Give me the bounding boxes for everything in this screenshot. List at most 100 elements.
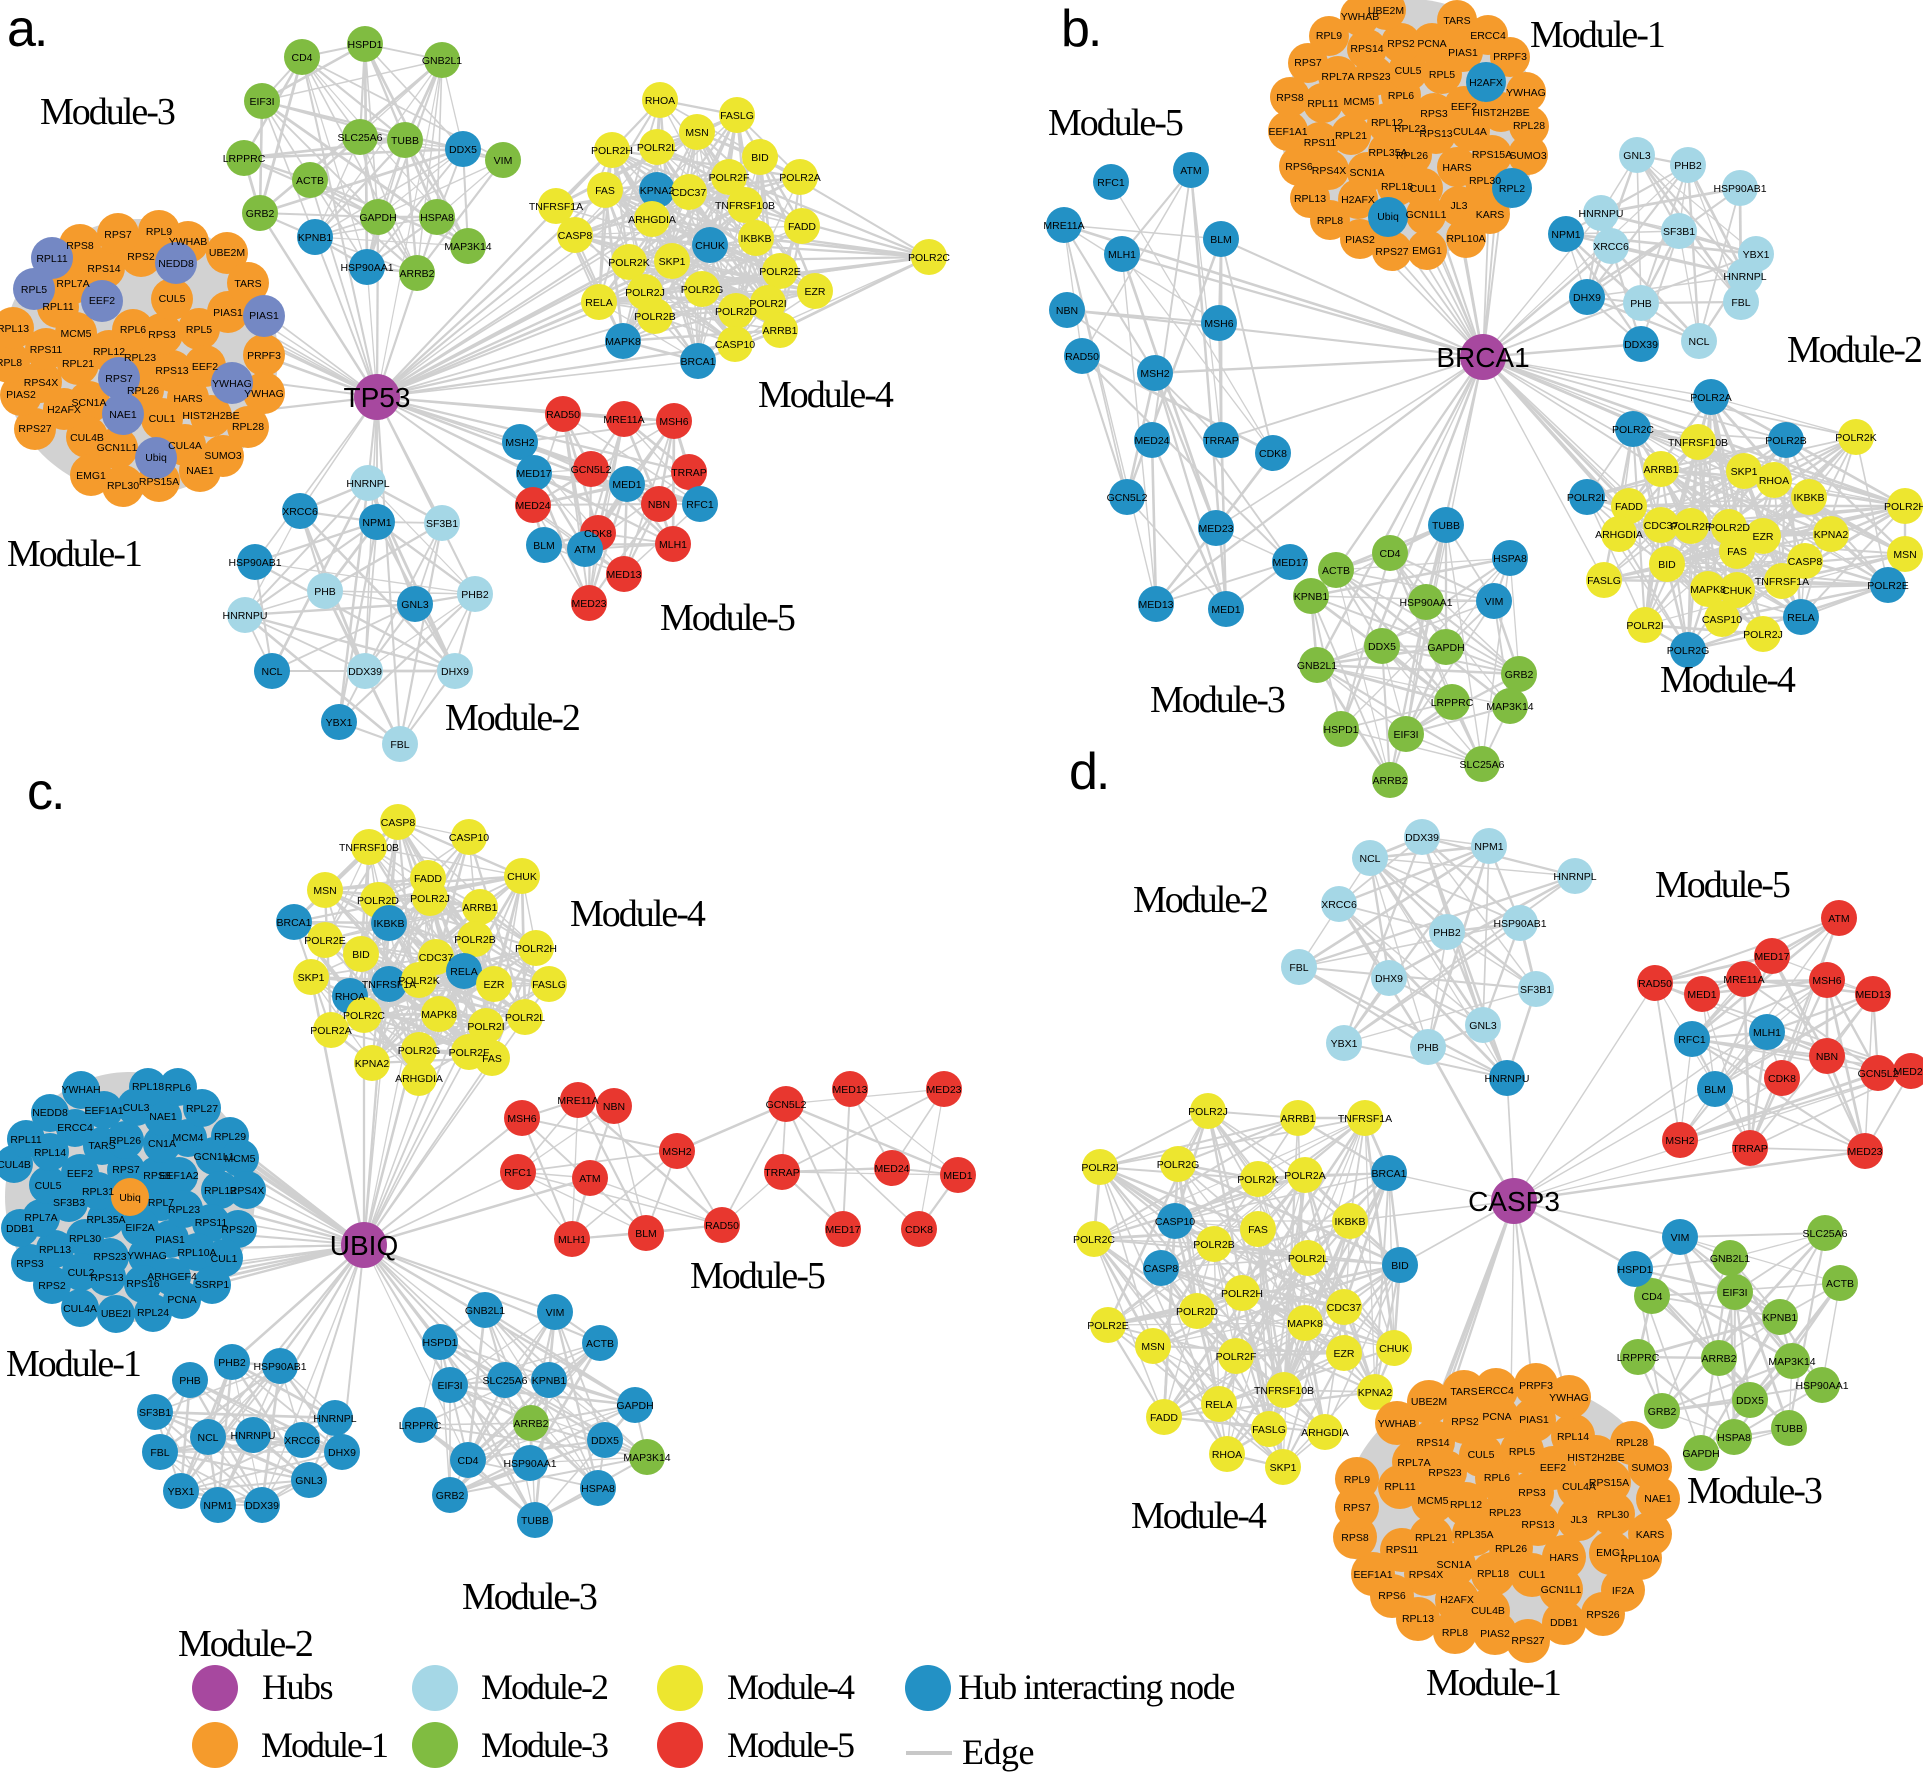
svg-text:BRCA1: BRCA1	[276, 917, 311, 929]
svg-text:MAPK8: MAPK8	[1690, 584, 1726, 596]
svg-text:RPS13: RPS13	[155, 365, 188, 377]
svg-text:RPL7: RPL7	[148, 1197, 174, 1209]
svg-text:Module-1: Module-1	[261, 1725, 387, 1765]
svg-text:TP53: TP53	[344, 382, 411, 413]
svg-text:RPL10A: RPL10A	[177, 1247, 216, 1259]
svg-text:CUL4B: CUL4B	[70, 432, 104, 444]
svg-text:FADD: FADD	[1615, 501, 1643, 513]
svg-text:RPS3: RPS3	[1518, 1487, 1546, 1499]
svg-text:RPS7: RPS7	[112, 1164, 140, 1176]
svg-text:HNRNPU: HNRNPU	[231, 1430, 276, 1442]
svg-text:MAP3K14: MAP3K14	[623, 1452, 670, 1464]
svg-text:TNFRSF1A: TNFRSF1A	[362, 979, 416, 991]
svg-text:MED23: MED23	[1198, 523, 1233, 535]
svg-text:PIAS1: PIAS1	[249, 310, 279, 322]
svg-text:MCM4: MCM4	[173, 1132, 204, 1144]
svg-text:SUMO3: SUMO3	[1509, 150, 1547, 162]
svg-text:NPM1: NPM1	[203, 1500, 232, 1512]
svg-text:POLR2E: POLR2E	[304, 935, 345, 947]
svg-text:HSPA8: HSPA8	[581, 1483, 615, 1495]
svg-text:d.: d.	[1069, 743, 1108, 801]
svg-text:SSRP1: SSRP1	[195, 1279, 230, 1291]
svg-text:POLR2C: POLR2C	[343, 1010, 385, 1022]
svg-text:POLR2J: POLR2J	[1743, 629, 1783, 641]
svg-text:RPS23: RPS23	[1357, 71, 1390, 83]
svg-text:MED24: MED24	[1893, 1066, 1923, 1078]
svg-text:CASP10: CASP10	[715, 339, 755, 351]
svg-text:IKBKB: IKBKB	[741, 233, 772, 245]
svg-text:MCM5: MCM5	[61, 328, 92, 340]
svg-text:POLR2H: POLR2H	[1884, 501, 1923, 513]
svg-text:SKP1: SKP1	[298, 972, 325, 984]
svg-text:VIM: VIM	[494, 155, 513, 167]
svg-text:RPS14: RPS14	[1350, 43, 1383, 55]
svg-text:RPL11: RPL11	[36, 253, 67, 265]
svg-text:RPS27: RPS27	[18, 423, 51, 435]
svg-text:CASP10: CASP10	[449, 832, 489, 844]
svg-text:Module-5: Module-5	[660, 597, 795, 639]
svg-text:DHX9: DHX9	[1375, 973, 1403, 985]
svg-text:RPS27: RPS27	[1511, 1635, 1544, 1647]
svg-text:GNB2L1: GNB2L1	[1297, 660, 1337, 672]
svg-text:TNFRSF1A: TNFRSF1A	[1755, 576, 1809, 588]
svg-text:NCL: NCL	[1359, 853, 1380, 865]
svg-text:PHB2: PHB2	[461, 589, 489, 601]
svg-text:ARRB1: ARRB1	[762, 325, 797, 337]
svg-text:TRRAP: TRRAP	[671, 467, 707, 479]
svg-text:HSPA8: HSPA8	[1493, 553, 1527, 565]
svg-text:LRPPRC: LRPPRC	[399, 1420, 442, 1432]
svg-text:CUL1: CUL1	[149, 413, 176, 425]
svg-text:ARRB2: ARRB2	[513, 1418, 548, 1430]
svg-text:POLR2D: POLR2D	[357, 895, 399, 907]
svg-text:RPL24: RPL24	[137, 1307, 169, 1319]
svg-text:MED23: MED23	[926, 1084, 961, 1096]
svg-text:ERCC4: ERCC4	[57, 1122, 93, 1134]
svg-text:RPL5: RPL5	[186, 324, 212, 336]
svg-text:ACTB: ACTB	[1826, 1278, 1854, 1290]
svg-text:RPL12: RPL12	[1450, 1499, 1482, 1511]
svg-text:POLR2H: POLR2H	[1221, 1288, 1263, 1300]
svg-text:RPL18: RPL18	[1477, 1568, 1509, 1580]
svg-text:Module-5: Module-5	[727, 1725, 854, 1765]
svg-text:HSPA8: HSPA8	[1717, 1432, 1751, 1444]
svg-text:RPL7A: RPL7A	[1397, 1457, 1430, 1469]
svg-text:MED13: MED13	[832, 1084, 867, 1096]
svg-text:GAPDH: GAPDH	[1682, 1448, 1719, 1460]
svg-text:Module-4: Module-4	[727, 1667, 855, 1707]
svg-text:HIST2H2BE: HIST2H2BE	[1472, 107, 1529, 119]
svg-text:EIF3I: EIF3I	[1393, 729, 1418, 741]
svg-text:NEDD8: NEDD8	[158, 258, 194, 270]
svg-text:Module-4: Module-4	[1131, 1495, 1267, 1537]
svg-text:POLR2D: POLR2D	[715, 306, 757, 318]
svg-text:b.: b.	[1061, 0, 1100, 58]
svg-text:RPL23: RPL23	[1394, 123, 1426, 135]
svg-text:ARHGDIA: ARHGDIA	[628, 214, 676, 226]
svg-text:PCNA: PCNA	[167, 1294, 196, 1306]
svg-text:RPL21: RPL21	[1335, 130, 1367, 142]
svg-text:Edge: Edge	[962, 1732, 1034, 1772]
svg-text:GCN1L1: GCN1L1	[1406, 209, 1447, 221]
svg-text:MED13: MED13	[1855, 989, 1890, 1001]
svg-text:RPL35A: RPL35A	[1454, 1529, 1493, 1541]
svg-text:YWHAG: YWHAG	[1549, 1392, 1589, 1404]
svg-text:c.: c.	[27, 763, 63, 821]
svg-text:RPL23: RPL23	[168, 1204, 200, 1216]
svg-text:POLR2G: POLR2G	[398, 1045, 441, 1057]
svg-text:CUL5: CUL5	[35, 1180, 62, 1192]
svg-text:RAD50: RAD50	[705, 1220, 739, 1232]
svg-text:MCM5: MCM5	[1344, 96, 1375, 108]
svg-text:RPS23: RPS23	[93, 1251, 126, 1263]
svg-text:MRE11A: MRE11A	[1043, 220, 1084, 232]
svg-text:H2AFX: H2AFX	[1341, 194, 1375, 206]
svg-text:RPL14: RPL14	[1557, 1431, 1589, 1443]
svg-text:DDX39: DDX39	[348, 666, 382, 678]
svg-text:PHB: PHB	[1417, 1042, 1439, 1054]
svg-text:MED17: MED17	[825, 1224, 860, 1236]
svg-text:TARS: TARS	[88, 1140, 115, 1152]
svg-text:RPL28: RPL28	[1513, 120, 1545, 132]
svg-text:Module-1: Module-1	[7, 533, 141, 575]
svg-text:CUL5: CUL5	[159, 293, 186, 305]
svg-text:RPL26: RPL26	[1495, 1543, 1527, 1555]
svg-text:HARS: HARS	[1549, 1552, 1578, 1564]
svg-text:KPNA2: KPNA2	[355, 1058, 390, 1070]
